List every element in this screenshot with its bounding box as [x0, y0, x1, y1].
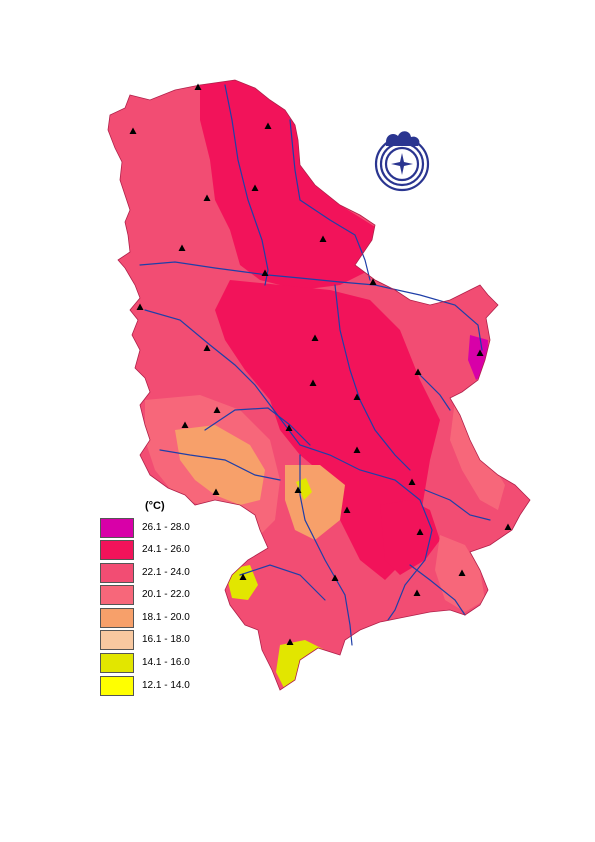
legend-swatch [100, 540, 134, 560]
legend-item: 18.1 - 20.0 [100, 608, 240, 628]
triangle-icon [203, 194, 211, 201]
triangle-icon [369, 278, 377, 285]
triangle-icon [309, 379, 317, 386]
triangle-icon [504, 523, 512, 530]
legend-item: 12.1 - 14.0 [100, 676, 240, 696]
legend-label: 16.1 - 18.0 [142, 634, 190, 645]
legend-item: 20.1 - 22.0 [100, 585, 240, 605]
triangle-icon [212, 488, 220, 495]
legend-unit: (°C) [145, 500, 165, 512]
legend-label: 12.1 - 14.0 [142, 680, 190, 691]
legend-swatch [100, 653, 134, 673]
triangle-icon [136, 303, 144, 310]
triangle-icon [286, 638, 294, 645]
hydrometeorological-service-logo [368, 126, 436, 196]
country-border [107, 79, 531, 691]
triangle-icon [285, 424, 293, 431]
legend-label: 26.1 - 28.0 [142, 522, 190, 533]
triangle-icon [413, 589, 421, 596]
legend-label: 20.1 - 22.0 [142, 589, 190, 600]
legend-swatch [100, 630, 134, 650]
triangle-icon [239, 573, 247, 580]
weather-stations [129, 83, 512, 645]
legend-swatch [100, 676, 134, 696]
legend-item: 24.1 - 26.0 [100, 540, 240, 560]
triangle-icon [331, 574, 339, 581]
triangle-icon [476, 349, 484, 356]
legend-label: 22.1 - 24.0 [142, 567, 190, 578]
legend-swatch [100, 518, 134, 538]
triangle-icon [294, 486, 302, 493]
triangle-icon [251, 184, 259, 191]
legend-item: 26.1 - 28.0 [100, 518, 240, 538]
triangle-icon [178, 244, 186, 251]
triangle-icon [203, 344, 211, 351]
triangle-icon [319, 235, 327, 242]
legend-label: 14.1 - 16.0 [142, 657, 190, 668]
rivers [139, 84, 491, 646]
triangle-icon [353, 446, 361, 453]
legend-item: 22.1 - 24.0 [100, 563, 240, 583]
triangle-icon [343, 506, 351, 513]
triangle-icon [416, 528, 424, 535]
legend-swatch [100, 608, 134, 628]
legend-item: 16.1 - 18.0 [100, 630, 240, 650]
triangle-icon [408, 478, 416, 485]
triangle-icon [261, 269, 269, 276]
triangle-icon [213, 406, 221, 413]
legend-item: 14.1 - 16.0 [100, 653, 240, 673]
legend-label: 24.1 - 26.0 [142, 544, 190, 555]
triangle-icon [264, 122, 272, 129]
triangle-icon [414, 368, 422, 375]
triangle-icon [311, 334, 319, 341]
legend-swatch [100, 563, 134, 583]
triangle-icon [194, 83, 202, 90]
triangle-icon [129, 127, 137, 134]
legend-label: 18.1 - 20.0 [142, 612, 190, 623]
triangle-icon [181, 421, 189, 428]
triangle-icon [353, 393, 361, 400]
triangle-icon [458, 569, 466, 576]
legend-swatch [100, 585, 134, 605]
